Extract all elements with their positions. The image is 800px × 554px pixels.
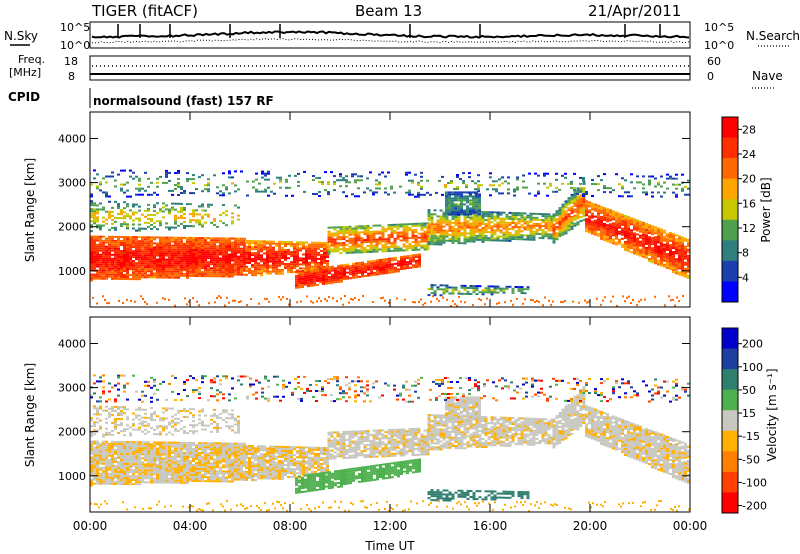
colorbar-frame bbox=[721, 327, 739, 514]
colorbar-swatch bbox=[722, 389, 738, 411]
colorbar-tick-label: 15 bbox=[742, 407, 756, 420]
colorbar-swatch bbox=[722, 219, 738, 241]
velocity-colorbar-label: Velocity [m s⁻¹] bbox=[765, 368, 779, 461]
power-colorbar-label: Power [dB] bbox=[759, 177, 773, 242]
y-tick-label: 1000 bbox=[58, 470, 86, 483]
colorbar-tick-label: 200 bbox=[742, 338, 763, 351]
freq-top-tick: 18 bbox=[64, 55, 78, 68]
velocity-ylabel: Slant Range [km] bbox=[23, 363, 37, 467]
colorbar-tick-label: 24 bbox=[742, 148, 756, 161]
colorbar-swatch bbox=[722, 492, 738, 514]
colorbar-tick-label: -100 bbox=[742, 476, 767, 489]
nsky-label: N.Sky bbox=[4, 29, 38, 43]
nave-bottom-tick: 0 bbox=[707, 70, 714, 83]
freq-unit-label: [MHz] bbox=[9, 66, 41, 79]
y-tick-label: 2000 bbox=[58, 221, 86, 234]
power-colorbar: 4 8 12 16 20 24 28 bbox=[721, 116, 756, 303]
colorbar-swatch bbox=[722, 137, 738, 159]
x-tick-label: 00:00 bbox=[673, 519, 708, 533]
y-tick-label: 3000 bbox=[58, 177, 86, 190]
y-tick-label: 4000 bbox=[58, 132, 86, 145]
nsky-top-tick: 10^5 bbox=[60, 21, 90, 34]
colorbar-tick-label: 16 bbox=[742, 197, 756, 210]
colorbar-tick-label: -50 bbox=[742, 453, 760, 466]
colorbar-swatch bbox=[722, 451, 738, 473]
velocity-cells bbox=[90, 374, 690, 512]
nave-label: Nave bbox=[752, 69, 783, 83]
nsky-strip bbox=[89, 21, 691, 49]
nsky-line bbox=[91, 30, 690, 39]
colorbar-tick-label: -15 bbox=[742, 430, 760, 443]
colorbar-tick-label: 12 bbox=[742, 222, 756, 235]
colorbar-swatch bbox=[722, 328, 738, 350]
nsearch-label: N.Search bbox=[746, 29, 800, 43]
freq-label: Freq. bbox=[18, 53, 45, 66]
cpid-label: CPID bbox=[8, 90, 40, 104]
colorbar-swatch bbox=[722, 117, 738, 139]
colorbar-tick-label: 100 bbox=[742, 361, 763, 374]
time-axis-label: Time UT bbox=[364, 539, 415, 553]
colorbar-swatch bbox=[722, 199, 738, 221]
y-tick-label: 3000 bbox=[58, 382, 86, 395]
velocity-colorbar: 200 100 50 15 -15 -50 -100 -200 bbox=[721, 327, 767, 514]
power-ylabel: Slant Range [km] bbox=[23, 158, 37, 262]
x-tick-label: 00:00 bbox=[73, 519, 108, 533]
colorbar-swatch bbox=[722, 260, 738, 282]
colorbar-swatch bbox=[722, 410, 738, 432]
colorbar-swatch bbox=[722, 240, 738, 262]
colorbar-swatch bbox=[722, 178, 738, 200]
y-tick-label: 4000 bbox=[58, 337, 86, 350]
colorbar-swatch bbox=[722, 471, 738, 493]
x-tick-label: 08:00 bbox=[273, 519, 308, 533]
colorbar-swatch bbox=[722, 369, 738, 391]
colorbar-tick-label: 20 bbox=[742, 173, 756, 186]
velocity-panel: 1000 2000 3000 4000 00:00 04:00 08:00 12:00 16:0… bbox=[58, 316, 707, 533]
y-tick-label: 1000 bbox=[58, 265, 86, 278]
x-tick-label: 20:00 bbox=[573, 519, 608, 533]
colorbar-tick-label: -200 bbox=[742, 500, 767, 513]
x-tick-label: 16:00 bbox=[473, 519, 508, 533]
freq-bottom-tick: 8 bbox=[68, 70, 75, 83]
x-tick-label: 12:00 bbox=[373, 519, 408, 533]
nave-top-tick: 60 bbox=[707, 55, 721, 68]
nsearch-top-tick: 10^5 bbox=[704, 21, 734, 34]
colorbar-tick-label: 28 bbox=[742, 123, 756, 136]
colorbar-frame bbox=[721, 116, 739, 303]
nsky-bottom-tick: 10^0 bbox=[60, 39, 90, 52]
cpid-value: normalsound (fast) 157 RF bbox=[93, 94, 274, 108]
power-axes: 1000 2000 3000 4000 bbox=[58, 112, 691, 307]
date-title: 21/Apr/2011 bbox=[588, 2, 681, 20]
velocity-axes: 1000 2000 3000 4000 00:00 04:00 08:00 12:00 16:0… bbox=[58, 317, 707, 533]
colorbar-swatch bbox=[722, 281, 738, 303]
beam-title: Beam 13 bbox=[355, 2, 422, 20]
colorbar-swatch bbox=[722, 430, 738, 452]
power-panel: 1000 2000 3000 4000 bbox=[58, 111, 691, 308]
freq-strip bbox=[89, 55, 691, 81]
nsky-spikes bbox=[117, 24, 661, 38]
x-tick-label: 04:00 bbox=[173, 519, 208, 533]
nsearch-bottom-tick: 10^0 bbox=[704, 39, 734, 52]
colorbar-swatch bbox=[722, 348, 738, 370]
colorbar-tick-label: 4 bbox=[742, 271, 749, 284]
power-cells bbox=[90, 169, 690, 307]
colorbar-tick-label: 8 bbox=[742, 247, 749, 260]
station-title: TIGER (fitACF) bbox=[91, 2, 198, 20]
colorbar-tick-label: 50 bbox=[742, 384, 756, 397]
colorbar-swatch bbox=[722, 158, 738, 180]
nsearch-line bbox=[91, 38, 690, 44]
y-tick-label: 2000 bbox=[58, 426, 86, 439]
